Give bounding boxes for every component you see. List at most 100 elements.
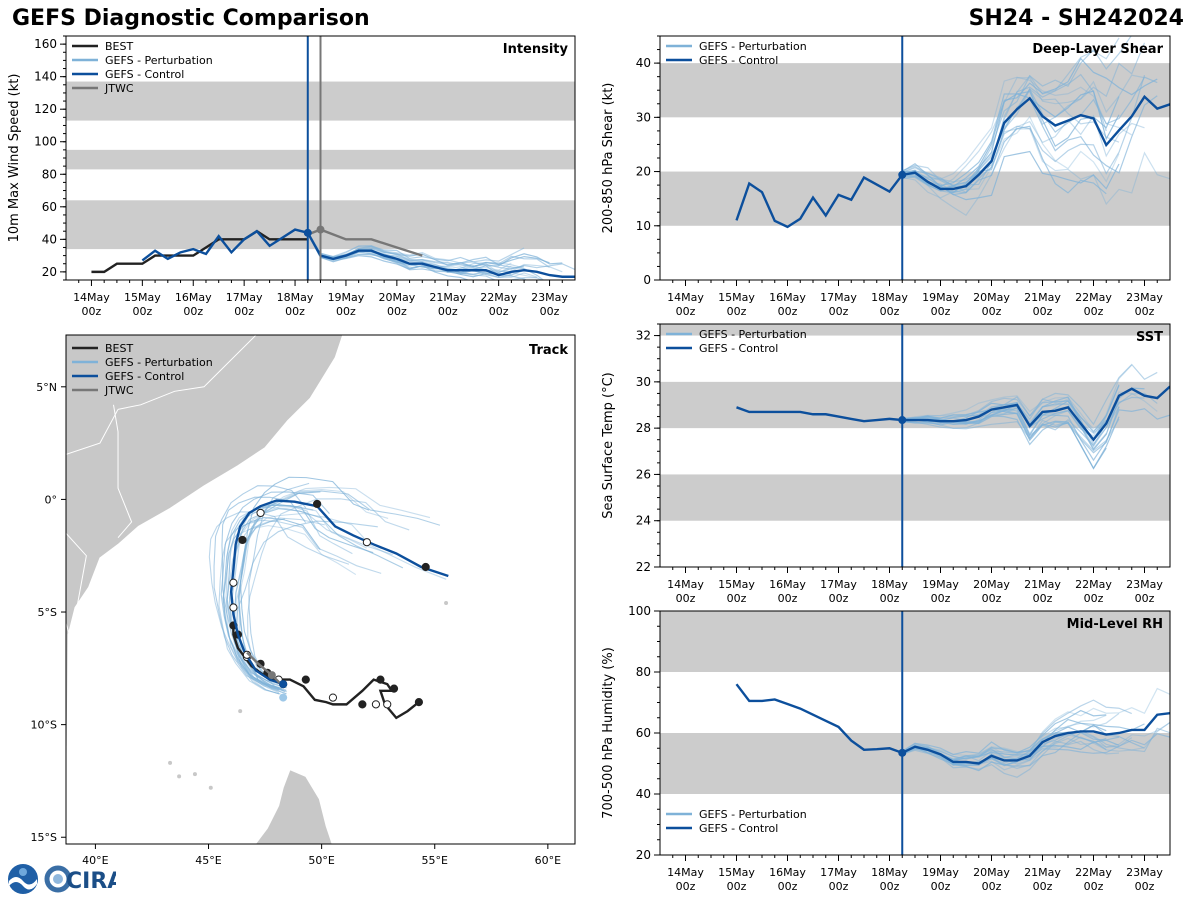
x-tick-label-day: 15May xyxy=(718,578,755,591)
plot-area xyxy=(660,324,1170,521)
perturbation-track xyxy=(247,498,410,686)
y-tick-label: 40 xyxy=(42,232,57,246)
perturbation-track xyxy=(236,486,431,693)
init-point-marker xyxy=(898,416,907,425)
x-tick-label-day: 23May xyxy=(1126,866,1163,879)
track-position-marker xyxy=(256,508,265,518)
legend-label: GEFS - Control xyxy=(699,342,778,355)
perturbation-track xyxy=(229,505,367,690)
x-tick-label-day: 15May xyxy=(718,291,755,304)
x-tick-label-hour: 00z xyxy=(778,880,798,893)
panel-track: 40°E 45°E 50°E 55°E 60°E 5°N 0° 5°S 10°S 15°S Trac… xyxy=(31,334,576,867)
country-border xyxy=(66,735,108,748)
country-border xyxy=(66,623,76,653)
perturbation-member-line xyxy=(902,418,1120,452)
x-tick-label-day: 17May xyxy=(820,291,857,304)
y-tick-label: 30 xyxy=(636,110,651,124)
x-tick-label-day: 19May xyxy=(328,291,365,304)
y-axis-label: 10m Max Wind Speed (kt) xyxy=(7,74,22,243)
x-tick-label-hour: 00z xyxy=(1084,880,1104,893)
perturbation-member-line xyxy=(307,232,525,265)
x-tick-label-day: 21May xyxy=(429,291,466,304)
x-tick-label-hour: 00z xyxy=(880,880,900,893)
panel-title: Intensity xyxy=(503,42,569,57)
perturbation-track xyxy=(213,485,307,691)
perturbation-member-line xyxy=(902,396,1145,446)
x-tick-label-day: 15May xyxy=(718,866,755,879)
perturbation-member-line xyxy=(902,74,1145,188)
series-line-gefs-control xyxy=(735,683,1170,765)
island xyxy=(192,772,197,777)
jtwc-position-marker xyxy=(267,671,276,680)
x-tick-label-day: 18May xyxy=(871,578,908,591)
perturbation-member-line xyxy=(902,36,1132,194)
x-tick-label-hour: 00z xyxy=(676,305,696,318)
legend-label: GEFS - Perturbation xyxy=(699,328,807,341)
init-point-marker xyxy=(898,170,907,179)
country-border xyxy=(66,409,119,455)
x-tick-label-day: 17May xyxy=(226,291,263,304)
x-tick-label-day: 18May xyxy=(871,291,908,304)
track-position-marker xyxy=(313,499,322,509)
y-tick-label: 30 xyxy=(636,375,651,389)
x-tick-label-hour: 00z xyxy=(931,592,951,605)
x-tick-label-hour: 00z xyxy=(676,592,696,605)
legend-label: GEFS - Perturbation xyxy=(105,54,213,67)
island xyxy=(208,785,213,790)
x-tick-label-day: 23May xyxy=(1126,578,1163,591)
jtwc-point-marker xyxy=(316,225,325,234)
lon-tick-label: 50°E xyxy=(308,854,334,867)
x-tick-label-day: 17May xyxy=(820,578,857,591)
plot-area xyxy=(660,36,1170,229)
legend-label: GEFS - Control xyxy=(699,822,778,835)
perturbation-member-line xyxy=(902,404,1170,462)
init-point-marker xyxy=(898,748,907,757)
y-tick-label: 22 xyxy=(636,560,651,574)
footer-logos: CIRA xyxy=(6,862,116,896)
track-line-gefs-control xyxy=(229,499,449,686)
perturbation-track xyxy=(239,476,370,686)
track-position-marker xyxy=(389,684,399,693)
x-tick-label-hour: 00z xyxy=(234,305,254,318)
legend-label: GEFS - Control xyxy=(699,54,778,67)
x-tick-label-hour: 00z xyxy=(285,305,305,318)
perturbation-member-line xyxy=(901,687,1170,757)
perturbation-track xyxy=(225,506,393,687)
x-tick-label-day: 20May xyxy=(973,866,1010,879)
island xyxy=(177,774,182,779)
noaa-logo-icon xyxy=(8,864,38,894)
y-tick-label: 20 xyxy=(42,265,57,279)
perturbation-member-line xyxy=(902,727,1170,778)
control-start-marker xyxy=(279,680,288,689)
perturbation-member-line xyxy=(902,42,1146,188)
x-tick-label-hour: 00z xyxy=(1084,305,1104,318)
legend-label: GEFS - Perturbation xyxy=(105,356,213,369)
y-tick-label: 40 xyxy=(636,787,651,801)
x-tick-label-day: 16May xyxy=(769,866,806,879)
legend-label: GEFS - Control xyxy=(105,68,184,81)
perturbation-member-line xyxy=(902,150,1120,201)
track-line-jtwc xyxy=(246,651,285,688)
perturbation-member-line xyxy=(901,90,1120,187)
x-tick-label-hour: 00z xyxy=(438,305,458,318)
x-tick-label-hour: 00z xyxy=(1135,592,1155,605)
x-tick-label-hour: 00z xyxy=(676,880,696,893)
page-title: GEFS Diagnostic Comparison xyxy=(12,6,370,31)
perturbation-start-marker xyxy=(279,693,288,702)
x-tick-label-hour: 00z xyxy=(1084,592,1104,605)
track-position-marker xyxy=(301,675,310,684)
x-tick-label-hour: 00z xyxy=(727,880,747,893)
perturbation-track xyxy=(220,491,330,692)
y-tick-label: 10 xyxy=(636,219,651,233)
y-tick-label: 160 xyxy=(34,37,57,51)
y-tick-label: 40 xyxy=(636,56,651,70)
perturbation-member-line xyxy=(901,732,1107,756)
x-tick-label-hour: 00z xyxy=(982,305,1002,318)
x-tick-label-day: 17May xyxy=(820,866,857,879)
series-line-gefs-control xyxy=(141,228,575,278)
series-line-gefs-control xyxy=(735,94,1170,229)
x-tick-label-hour: 00z xyxy=(982,592,1002,605)
panel-title: Mid-Level RH xyxy=(1067,617,1163,632)
lat-tick-label: 5°S xyxy=(38,606,57,619)
x-tick-label-hour: 00z xyxy=(931,880,951,893)
